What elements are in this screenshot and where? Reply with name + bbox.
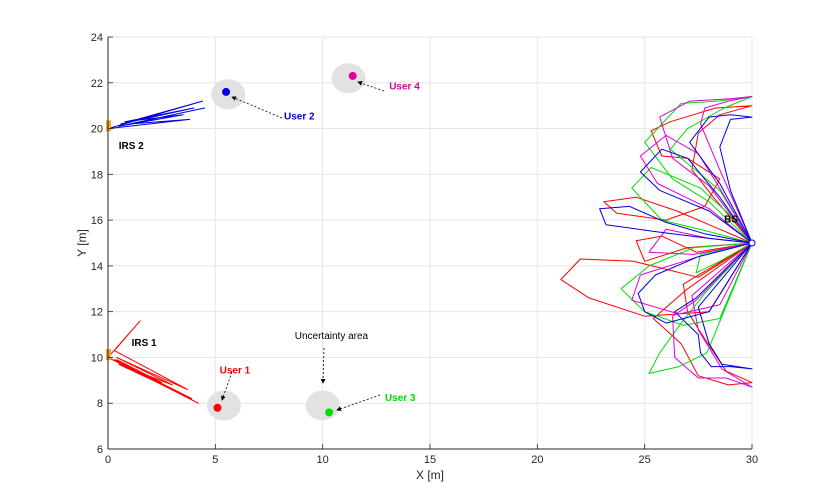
beam-series (107, 100, 206, 130)
user-marker (213, 403, 222, 412)
user-marker (325, 408, 334, 417)
bs-label: BS (724, 214, 738, 225)
x-tick-label: 30 (746, 454, 758, 466)
y-tick-label: 18 (91, 169, 103, 181)
irs-label: IRS 2 (119, 141, 144, 152)
annotations: User 1 User 2 User 3 User 4 IRS 1 IRS 2 BS Unce… (119, 81, 738, 411)
user-label: User 2 (284, 111, 315, 122)
tick-labels: 0 5 10 15 20 25 30 6 8 10 12 14 16 18 20 22 24 (91, 32, 758, 466)
x-tick-label: 15 (424, 454, 436, 466)
x-axis-label: X [m] (416, 468, 444, 482)
annotation-arrow (221, 371, 233, 401)
annotation-arrow (336, 394, 381, 411)
x-tick-label: 5 (212, 454, 218, 466)
user-marker (348, 71, 357, 80)
axes (107, 36, 753, 450)
user-label: User 4 (389, 82, 420, 93)
annotation-arrow (320, 347, 326, 384)
user-label: User 3 (385, 393, 416, 404)
uncertainty-area (305, 390, 340, 421)
y-tick-label: 10 (91, 352, 103, 364)
y-tick-label: 12 (91, 307, 103, 319)
bs-marker (748, 239, 756, 247)
x-tick-label: 10 (317, 454, 329, 466)
y-tick-label: 22 (91, 78, 103, 90)
uncertainty-area (206, 390, 241, 421)
irs-label: IRS 1 (132, 338, 157, 349)
user-marker (222, 87, 231, 96)
y-tick-label: 8 (97, 398, 103, 410)
y-tick-label: 24 (91, 32, 103, 44)
user-label: User 1 (220, 365, 251, 376)
x-tick-label: 0 (105, 454, 111, 466)
beam-series (107, 320, 199, 404)
uncertainty-area (331, 63, 366, 94)
y-tick-label: 6 (97, 444, 103, 456)
annotation-arrow (231, 96, 283, 119)
x-tick-label: 20 (531, 454, 543, 466)
annotation-arrow (357, 81, 385, 92)
y-tick-label: 20 (91, 124, 103, 136)
beam-series (631, 96, 753, 388)
y-tick-label: 14 (91, 261, 103, 273)
y-axis-label: Y [m] (75, 229, 89, 257)
y-tick-label: 16 (91, 215, 103, 227)
x-tick-label: 25 (639, 454, 651, 466)
uncertainty-label: Uncertainty area (295, 331, 369, 342)
